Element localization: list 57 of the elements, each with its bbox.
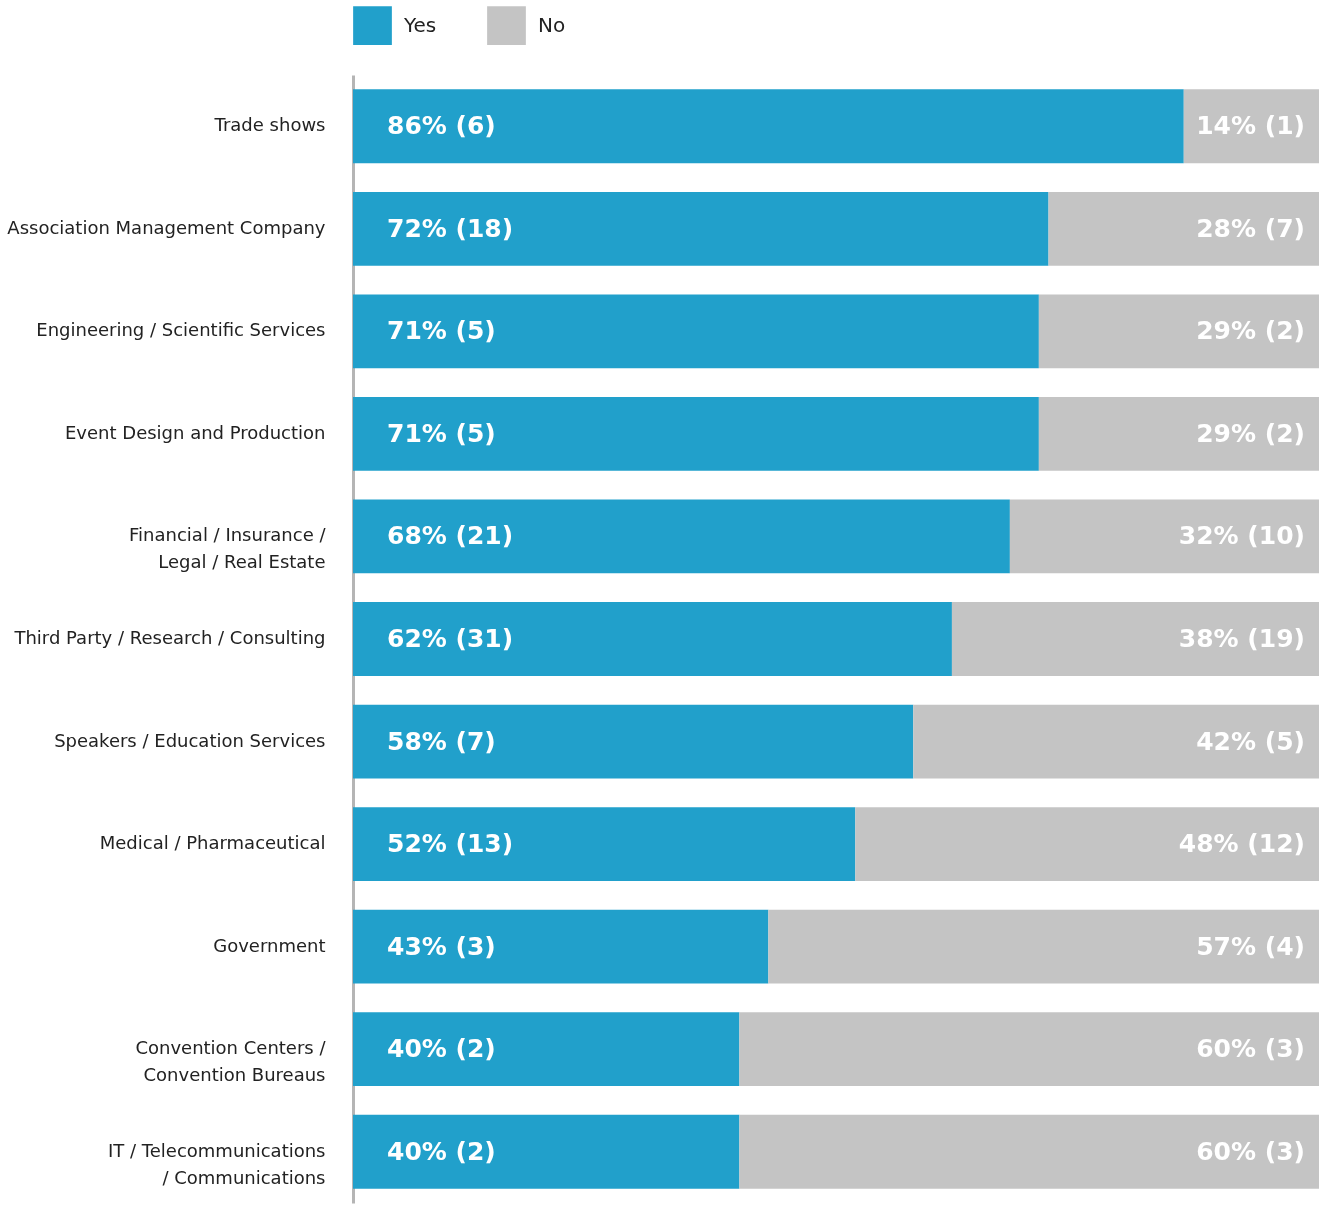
y-tick-label: Event Design and Production — [64, 421, 326, 443]
data-label: 29% (2) — [1196, 418, 1305, 448]
bar — [1038, 294, 1319, 369]
data-label: 71% (5) — [387, 418, 496, 448]
data-label: 32% (10) — [1178, 521, 1305, 551]
y-tick-label: Convention Centers / Convention Bureaus — [135, 1037, 327, 1086]
legend-label: Yes — [403, 12, 437, 37]
data-label: 71% (5) — [387, 316, 496, 346]
bar — [1048, 191, 1319, 266]
bar — [353, 89, 1184, 164]
data-label: 38% (19) — [1178, 624, 1305, 653]
bar — [768, 909, 1319, 984]
bar — [739, 1012, 1319, 1087]
data-label: 60% (3) — [1196, 1034, 1305, 1064]
data-label: 60% (3) — [1196, 1136, 1305, 1166]
y-tick-label: Financial / Insurance / Legal / Real Estate — [129, 524, 327, 573]
data-label: 14% (1) — [1196, 111, 1305, 141]
bar — [739, 1114, 1319, 1189]
y-tick-label: Third Party / Research / Consulting — [13, 627, 326, 648]
data-label: 52% (13) — [387, 829, 514, 859]
bar — [951, 602, 1319, 676]
y-tick-label: Speakers / Education Services — [54, 729, 326, 751]
y-tick-label: Association Management Company — [7, 216, 326, 238]
bar — [855, 807, 1319, 882]
data-label: 40% (2) — [387, 1034, 496, 1064]
data-label: 29% (2) — [1196, 316, 1305, 346]
y-tick-label: Trade shows — [213, 114, 326, 136]
bar — [353, 499, 1010, 574]
bar — [353, 1012, 740, 1087]
data-label: 58% (7) — [387, 726, 496, 756]
data-label: 28% (7) — [1196, 213, 1305, 243]
data-label: 62% (31) — [387, 624, 514, 653]
bar — [353, 807, 856, 882]
y-tick-label: Engineering / Scientific Services — [36, 319, 326, 341]
data-label: 40% (2) — [387, 1136, 496, 1166]
bar — [1038, 396, 1319, 471]
y-tick-label: IT / Telecommunications / Communications — [108, 1139, 326, 1188]
bar — [353, 1114, 740, 1189]
data-label: 42% (5) — [1196, 726, 1305, 756]
bar — [353, 294, 1039, 369]
data-label: 68% (21) — [387, 521, 514, 551]
data-label: 57% (4) — [1196, 931, 1305, 961]
y-tick-label: Medical / Pharmaceutical — [99, 832, 326, 854]
data-label: 43% (3) — [387, 931, 496, 961]
data-label: 86% (6) — [387, 111, 496, 141]
bar — [913, 704, 1319, 779]
bar — [353, 602, 952, 676]
bar — [353, 396, 1039, 471]
data-label: 72% (18) — [387, 213, 514, 243]
bar — [1183, 89, 1319, 164]
y-tick-label: Government — [213, 934, 326, 956]
bar — [1009, 499, 1319, 574]
legend-label: No — [538, 12, 566, 37]
data-label: 48% (12) — [1178, 829, 1305, 859]
bar — [353, 191, 1049, 266]
bar — [353, 909, 769, 984]
bar — [353, 704, 914, 779]
